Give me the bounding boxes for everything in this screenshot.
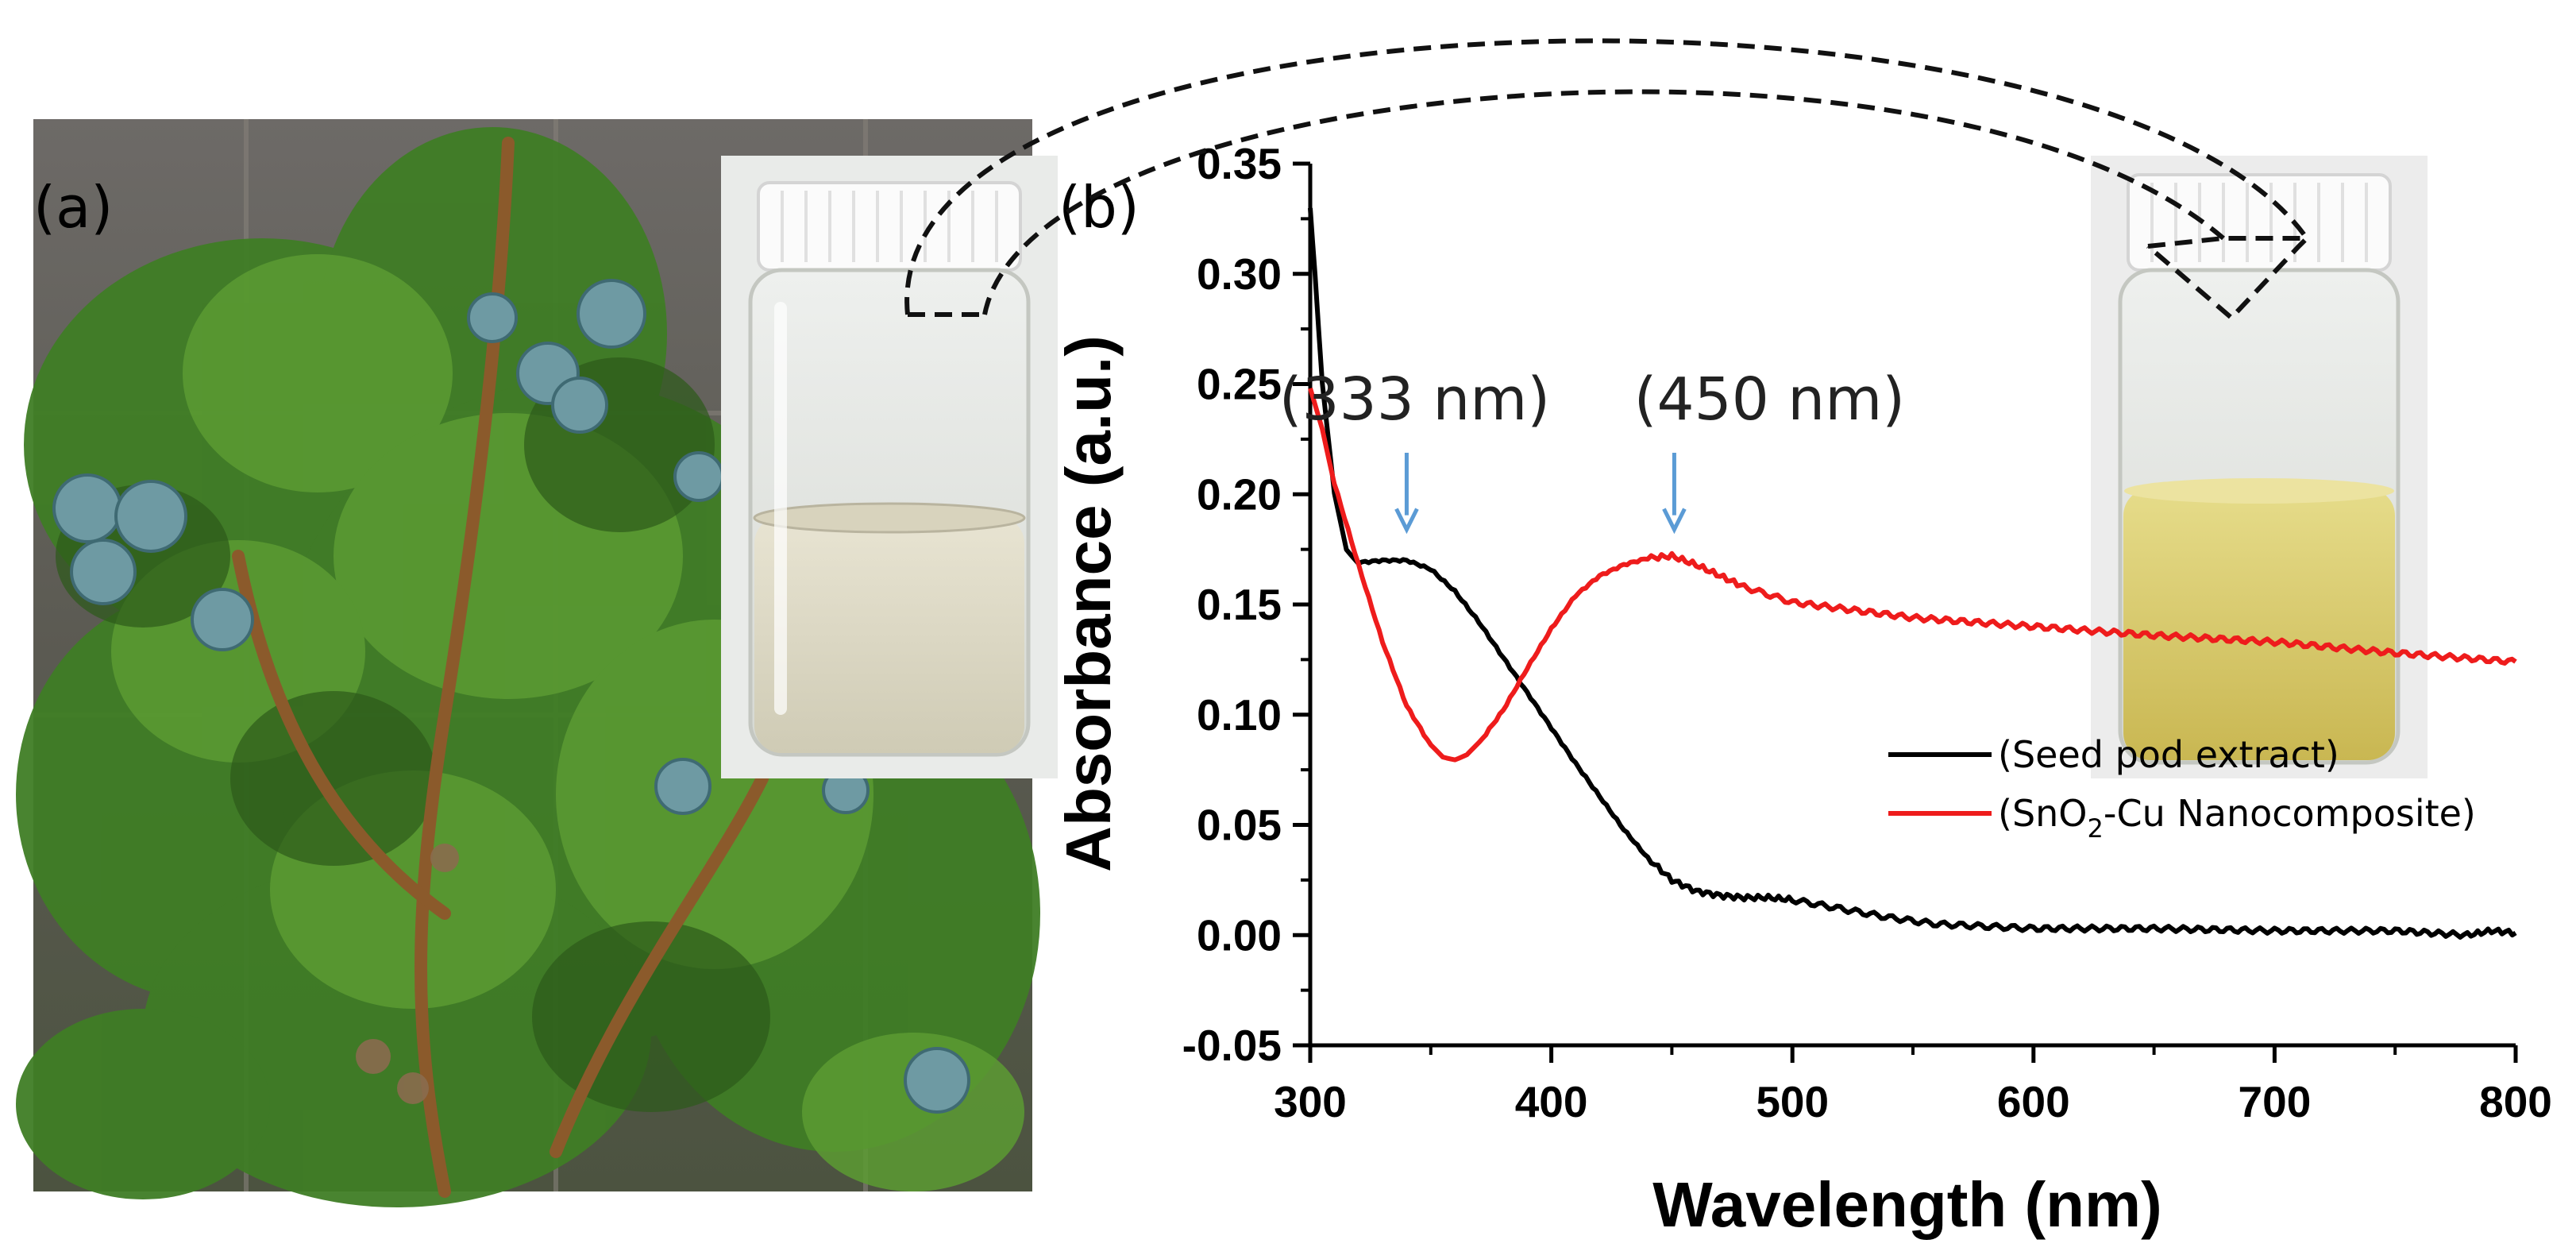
annotation-450nm-arrowhead — [1662, 508, 1687, 535]
x-tick-label: 600 — [1997, 1077, 2070, 1126]
annotation-333nm-label: (333 nm) — [1279, 365, 1551, 434]
y-tick-label: 0.15 — [1197, 580, 1282, 629]
y-tick-label: 0.05 — [1197, 801, 1282, 850]
legend: (Seed pod extract) (SnO2-Cu Nanocomposit… — [1888, 733, 2476, 844]
annotations: (333 nm) (450 nm) — [1279, 365, 1906, 535]
y-tick-label: 0.00 — [1197, 910, 1282, 960]
transfer-arrow — [904, 38, 2313, 322]
y-tick-label: 0.35 — [1197, 139, 1282, 188]
y-axis-title: Absorbance (a.u.) — [1053, 335, 1124, 872]
y-tick-label: 0.30 — [1197, 249, 1282, 299]
x-axis-title: Wavelength (nm) — [1652, 1169, 2161, 1240]
tick-labels: 300 400 500 600 700 800 -0.05 0.00 0.05 0.10 0.15 0… — [1182, 139, 2552, 1126]
y-tick-label: 0.25 — [1197, 360, 1282, 409]
x-tick-label: 800 — [2479, 1077, 2552, 1126]
y-tick-label: -0.05 — [1182, 1021, 1282, 1070]
annotation-450nm-label: (450 nm) — [1634, 365, 1906, 434]
annotation-333nm-arrowhead — [1394, 508, 1419, 535]
legend-label-nanocomposite: (SnO2-Cu Nanocomposite) — [1998, 792, 2476, 844]
panel-a-label: (a) — [33, 174, 113, 241]
series-nanocomposite — [1308, 387, 2517, 763]
x-tick-label: 300 — [1274, 1077, 1347, 1126]
series-layer — [1308, 207, 2517, 940]
series-seed-pod-extract — [1308, 207, 2517, 940]
x-tick-label: 700 — [2239, 1077, 2312, 1126]
vial-nanocomposite-photo — [2091, 156, 2428, 778]
vial-extract-photo — [721, 156, 1058, 778]
axis-ticks — [1293, 161, 2518, 1063]
y-tick-label: 0.20 — [1197, 469, 1282, 519]
y-tick-label: 0.10 — [1197, 690, 1282, 740]
x-tick-label: 500 — [1756, 1077, 1829, 1126]
legend-label-seed-pod-extract: (Seed pod extract) — [1998, 733, 2339, 776]
x-tick-label: 400 — [1515, 1077, 1588, 1126]
